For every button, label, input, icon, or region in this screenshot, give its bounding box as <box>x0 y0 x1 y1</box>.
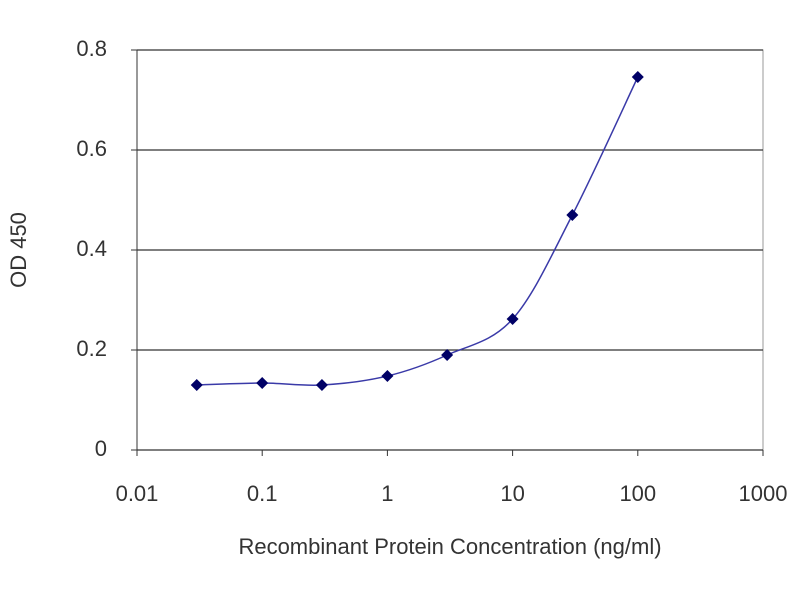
y-tick-label: 0.2 <box>76 336 107 361</box>
y-tick-label: 0.8 <box>76 36 107 61</box>
x-tick-label: 100 <box>619 481 656 506</box>
marker <box>381 370 394 382</box>
y-tick-label: 0.4 <box>76 236 107 261</box>
x-tick-label: 1 <box>381 481 393 506</box>
marker <box>315 379 328 391</box>
y-tick-label: 0 <box>95 436 107 461</box>
x-tick-label: 10 <box>500 481 524 506</box>
x-tick-label: 1000 <box>739 481 788 506</box>
x-axis-label: Recombinant Protein Concentration (ng/ml… <box>238 534 661 559</box>
marker <box>631 71 644 83</box>
x-tick-label: 0.01 <box>116 481 159 506</box>
y-tick-label: 0.6 <box>76 136 107 161</box>
marker <box>506 313 519 325</box>
marker <box>566 209 579 221</box>
y-axis-label: OD 450 <box>6 212 31 288</box>
marker <box>256 377 269 389</box>
marker <box>441 349 454 361</box>
marker <box>190 379 203 391</box>
x-tick-label: 0.1 <box>247 481 278 506</box>
